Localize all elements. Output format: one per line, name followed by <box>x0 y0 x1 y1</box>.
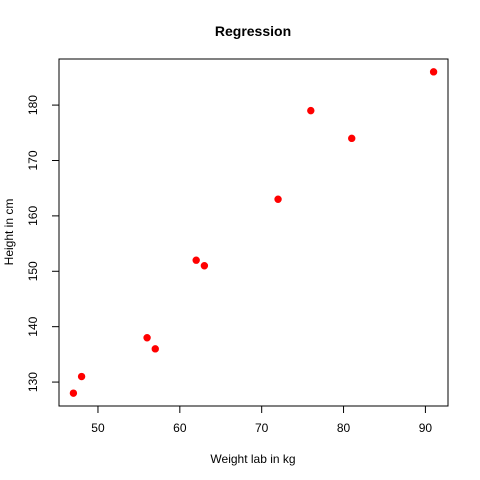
y-tick-label: 160 <box>26 206 40 226</box>
y-tick-label: 180 <box>26 95 40 115</box>
y-tick-label: 150 <box>26 261 40 281</box>
plot-frame <box>58 58 449 407</box>
data-point <box>151 345 159 353</box>
x-tick-label: 90 <box>419 421 433 435</box>
data-points <box>69 68 438 397</box>
y-axis-label: Height in cm <box>2 199 16 266</box>
data-point <box>69 389 78 397</box>
chart-title: Regression <box>215 23 291 39</box>
x-tick-label: 80 <box>337 421 351 435</box>
y-tick-label: 140 <box>26 316 40 336</box>
data-point <box>429 68 438 76</box>
data-point <box>192 256 200 264</box>
x-tick-label: 60 <box>173 421 187 435</box>
data-point <box>143 334 151 342</box>
y-tick-label: 130 <box>26 372 40 392</box>
data-point <box>200 262 209 270</box>
y-axis: 130 140 150 160 170 180 <box>26 95 60 392</box>
x-axis-label: Weight lab in kg <box>210 452 295 466</box>
x-axis: 50 60 70 80 90 <box>91 405 433 435</box>
y-tick-label: 170 <box>26 150 40 170</box>
data-point <box>307 106 315 115</box>
data-point <box>274 195 282 203</box>
x-tick-label: 70 <box>255 421 269 435</box>
data-point <box>348 134 356 143</box>
data-point <box>77 372 86 381</box>
x-tick-label: 50 <box>91 421 105 435</box>
